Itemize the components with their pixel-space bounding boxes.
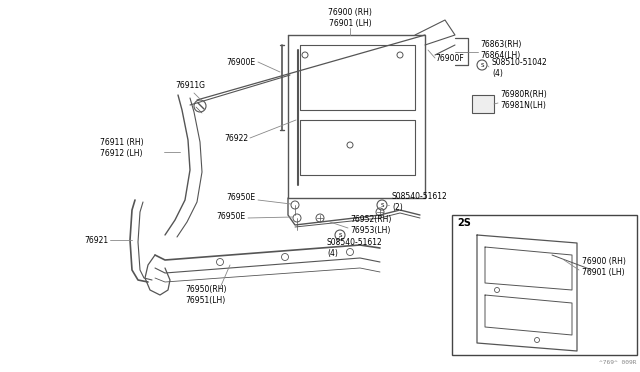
Text: 76922: 76922: [224, 134, 248, 142]
Text: S08540-51612
(2): S08540-51612 (2): [392, 192, 448, 212]
Text: 2S: 2S: [457, 218, 471, 228]
Text: 76900F: 76900F: [435, 54, 464, 62]
Bar: [472, 95, 494, 113]
Text: 76950(RH)
76951(LH): 76950(RH) 76951(LH): [185, 285, 227, 305]
Text: 76900E: 76900E: [226, 58, 255, 67]
Text: S: S: [480, 62, 484, 67]
Text: 76952(RH)
76953(LH): 76952(RH) 76953(LH): [350, 215, 392, 235]
Text: S: S: [339, 232, 342, 237]
Text: 76863(RH)
76864(LH): 76863(RH) 76864(LH): [480, 40, 522, 60]
Text: ^769^ 009R: ^769^ 009R: [600, 360, 637, 365]
Text: 76950E: 76950E: [226, 192, 255, 202]
Text: S08510-51042
(4): S08510-51042 (4): [492, 58, 548, 78]
Text: 76900 (RH)
76901 (LH): 76900 (RH) 76901 (LH): [328, 8, 372, 28]
Text: 76900 (RH)
76901 (LH): 76900 (RH) 76901 (LH): [582, 257, 626, 277]
Text: 76911 (RH)
76912 (LH): 76911 (RH) 76912 (LH): [100, 138, 143, 158]
Text: S08540-51612
(4): S08540-51612 (4): [327, 238, 383, 258]
Text: S: S: [380, 202, 384, 208]
Bar: [452, 215, 637, 355]
Text: 76950E: 76950E: [216, 212, 245, 221]
Text: 76911G: 76911G: [175, 80, 205, 90]
Text: 76921: 76921: [84, 235, 108, 244]
Text: 76980R(RH)
76981N(LH): 76980R(RH) 76981N(LH): [500, 90, 547, 110]
